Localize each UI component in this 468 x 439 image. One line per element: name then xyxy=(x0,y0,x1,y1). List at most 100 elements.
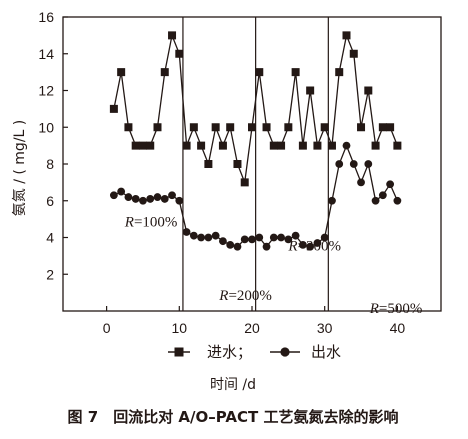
phase-annotation: R=300% xyxy=(287,238,341,254)
legend-square-marker xyxy=(174,347,184,357)
annotation-variable: R xyxy=(287,238,297,254)
data-point-outflow xyxy=(124,193,133,201)
data-point-outflow xyxy=(211,231,220,240)
x-tick-label: 0 xyxy=(103,320,111,336)
phase-annotation: R=100% xyxy=(124,214,178,230)
data-point-inflow xyxy=(197,141,206,150)
data-point-inflow xyxy=(284,123,293,132)
annotation-variable: R xyxy=(218,288,228,304)
phase-dividers xyxy=(182,17,329,311)
legend-label-outflow: 出水 xyxy=(311,343,341,361)
data-point-outflow xyxy=(233,242,242,251)
data-point-inflow xyxy=(335,68,344,77)
legend-label-inflow: 进水； xyxy=(207,343,252,361)
annotation-variable: R xyxy=(124,214,134,230)
legend: 进水； 出水 xyxy=(168,343,341,361)
x-tick-label: 20 xyxy=(244,320,260,336)
annotation-variable: R xyxy=(369,301,379,317)
data-point-inflow xyxy=(182,141,191,150)
x-tick-label: 40 xyxy=(390,320,406,336)
series-line-inflow xyxy=(113,33,399,183)
data-point-outflow xyxy=(386,180,395,189)
phase-annotation: R=200% xyxy=(218,288,272,304)
data-point-inflow xyxy=(262,123,271,132)
y-tick-label: 14 xyxy=(38,46,54,62)
phase-annotation: R=500% xyxy=(369,301,423,317)
legend-circle-marker xyxy=(280,347,290,357)
data-point-outflow xyxy=(255,233,264,242)
annotation-value: =300% xyxy=(298,238,341,254)
data-point-outflow xyxy=(182,228,191,236)
data-point-inflow xyxy=(313,141,322,150)
data-point-inflow xyxy=(393,141,402,150)
y-axis-ticks: 2 4 6 8 10 12 14 16 xyxy=(38,9,68,282)
data-point-outflow xyxy=(342,141,351,150)
data-point-outflow xyxy=(298,240,307,249)
data-point-inflow xyxy=(138,141,147,150)
data-point-inflow xyxy=(124,123,133,132)
data-point-inflow xyxy=(211,123,220,132)
data-point-inflow xyxy=(189,123,198,132)
data-point-outflow xyxy=(175,196,184,205)
series-markers xyxy=(109,31,402,251)
data-point-inflow xyxy=(357,123,366,132)
x-axis-ticks: 0 10 20 30 40 xyxy=(103,306,406,336)
data-point-outflow xyxy=(131,195,140,203)
data-point-outflow xyxy=(160,195,169,203)
data-point-outflow xyxy=(335,160,344,168)
data-point-outflow xyxy=(357,178,365,187)
data-point-outflow xyxy=(328,196,336,205)
data-point-outflow xyxy=(393,196,402,205)
x-axis-title: 时间 /d xyxy=(210,377,256,393)
y-tick-label: 4 xyxy=(46,230,54,246)
data-point-inflow xyxy=(175,49,184,58)
data-point-outflow xyxy=(306,242,315,251)
x-tick-label: 30 xyxy=(317,320,333,336)
data-point-inflow xyxy=(226,123,235,132)
data-point-outflow xyxy=(146,195,155,203)
data-point-inflow xyxy=(342,31,351,40)
data-point-outflow xyxy=(248,235,256,244)
annotation-value: =500% xyxy=(379,301,422,317)
data-point-outflow xyxy=(226,240,235,249)
data-point-outflow xyxy=(153,193,162,201)
data-point-outflow xyxy=(349,160,358,168)
data-point-inflow xyxy=(248,123,256,132)
data-point-inflow xyxy=(146,141,155,150)
phase-annotations: R=100%R=200%R=300%R=500% xyxy=(124,214,423,316)
data-point-outflow xyxy=(117,187,126,196)
data-point-inflow xyxy=(320,123,329,132)
data-point-outflow xyxy=(197,233,206,242)
data-point-inflow xyxy=(160,68,169,77)
data-point-outflow xyxy=(378,191,387,200)
y-tick-label: 12 xyxy=(38,83,54,99)
data-point-outflow xyxy=(109,191,118,200)
data-point-outflow xyxy=(240,235,249,244)
data-point-outflow xyxy=(139,196,147,205)
data-point-outflow xyxy=(313,239,322,247)
y-tick-label: 16 xyxy=(38,9,54,25)
data-point-inflow xyxy=(255,68,264,77)
data-point-inflow xyxy=(349,49,358,58)
data-point-outflow xyxy=(204,233,213,242)
data-point-inflow xyxy=(218,141,227,150)
data-point-inflow xyxy=(291,68,300,77)
data-point-inflow xyxy=(269,141,278,150)
data-point-inflow xyxy=(117,68,126,77)
data-point-inflow xyxy=(168,31,177,40)
data-point-inflow xyxy=(386,123,395,132)
x-tick-label: 10 xyxy=(172,320,188,336)
data-point-outflow xyxy=(269,233,278,242)
data-point-inflow xyxy=(327,141,336,150)
data-point-outflow xyxy=(277,233,285,242)
data-point-outflow xyxy=(291,231,300,240)
y-tick-label: 8 xyxy=(46,156,54,172)
data-point-outflow xyxy=(364,160,373,168)
y-tick-label: 6 xyxy=(46,193,54,209)
data-point-outflow xyxy=(371,196,380,205)
y-tick-label: 10 xyxy=(38,119,54,135)
data-point-inflow xyxy=(371,141,380,150)
data-point-outflow xyxy=(262,242,271,251)
